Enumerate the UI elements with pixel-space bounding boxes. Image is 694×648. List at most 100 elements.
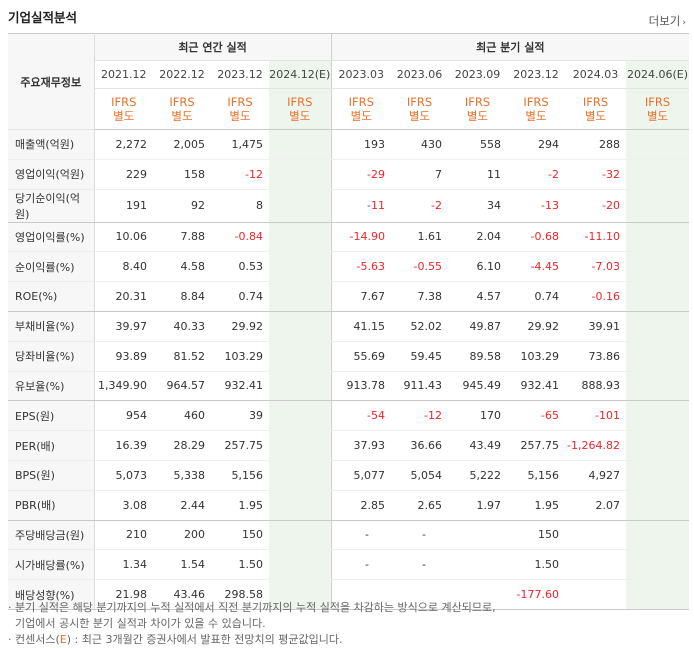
table-cell: 2.07 — [565, 490, 627, 521]
table-cell: -20 — [565, 189, 627, 223]
table-row: 주당배당금(원) 210 200 150- -150 — [8, 520, 690, 551]
table-cell: -0.84 — [211, 222, 269, 253]
table-row: EPS(원) 954 460 39 -54 -12 170 -65 -101 — [8, 400, 690, 432]
note-2-e: E — [59, 633, 67, 646]
table-cell: -5.63 — [330, 251, 392, 283]
row-label: 배당성향(%) — [8, 579, 95, 610]
table-cell: -12 — [391, 400, 449, 432]
table-cell: 0.74 — [211, 281, 269, 312]
table-cell: - — [391, 520, 449, 551]
table-cell: 5,073 — [94, 460, 153, 491]
ifrs-line1: IFRS — [406, 95, 433, 109]
table-cell: 7.88 — [153, 222, 211, 253]
ifrs-line2: 별도 — [466, 109, 489, 123]
ifrs-line1: IFRS — [582, 95, 609, 109]
table-cell: 8.40 — [94, 251, 153, 283]
table-cell — [269, 189, 332, 223]
table-cell: 103.29 — [211, 341, 269, 372]
table-row: 영업이익률(%) 10.06 7.88 -0.84 -14.90 1.61 2.04 -0.6… — [8, 222, 690, 253]
note-2-suffix: ) : 최근 3개월간 증권사에서 발표한 전망치의 평균값입니다. — [66, 633, 343, 646]
table-cell — [626, 430, 690, 461]
group-quarterly: 최근 분기 실적 — [330, 33, 690, 61]
table-cell: 2.85 — [330, 490, 392, 521]
table-cell: 150 — [507, 520, 566, 551]
table-cell: 288 — [565, 129, 627, 160]
period-header: 2023.12 — [507, 60, 566, 89]
table-cell: 6.10 — [448, 251, 508, 283]
table-cell — [269, 281, 332, 312]
chevron-right-icon: › — [682, 18, 686, 28]
table-cell: - — [330, 549, 392, 581]
table-cell — [269, 251, 332, 283]
table-cell — [269, 222, 332, 253]
period-header: 2024.03 — [565, 60, 627, 89]
table-cell: -54 — [330, 400, 392, 432]
ifrs-label: IFRS 별도 — [211, 88, 269, 130]
table-cell: 193 — [330, 129, 392, 160]
table-cell: -0.68 — [507, 222, 566, 253]
period-header: 2023.06 — [391, 60, 449, 89]
table-cell: 5,338 — [153, 460, 211, 491]
ifrs-line2: 별도 — [350, 109, 372, 123]
table-cell: 2,272 — [94, 129, 153, 160]
table-cell — [626, 371, 690, 402]
table-cell: 2.44 — [153, 490, 211, 521]
table-cell: 92 — [153, 189, 211, 223]
table-cell: 55.69 — [330, 341, 392, 372]
table-cell: 59.45 — [391, 341, 449, 372]
table-cell — [330, 579, 392, 610]
table-cell — [269, 549, 332, 581]
table-cell: 4.58 — [153, 251, 211, 283]
table-cell: -13 — [507, 189, 566, 223]
table-cell: 21.98 — [94, 579, 153, 610]
table-cell: -7.03 — [565, 251, 627, 283]
table-cell: -1,264.82 — [565, 430, 627, 461]
more-link[interactable]: 더보기 › — [649, 13, 686, 29]
table-cell: 150 — [211, 520, 269, 551]
table-cell — [626, 490, 690, 521]
table-cell: -12 — [211, 159, 269, 190]
table-cell — [269, 129, 332, 160]
table-cell — [626, 341, 690, 372]
table-cell: 8 — [211, 189, 269, 223]
table-cell: 1.50 — [507, 549, 566, 581]
table-cell: 0.53 — [211, 251, 269, 283]
row-label: ROE(%) — [8, 281, 95, 312]
ifrs-label: IFRS 별도 — [565, 88, 627, 130]
group-annual: 최근 연간 실적 — [94, 33, 332, 61]
table-cell: 29.92 — [211, 311, 269, 342]
table-cell — [269, 430, 332, 461]
table-cell: 932.41 — [507, 371, 566, 402]
table-cell — [269, 159, 332, 190]
table-cell: 1.61 — [391, 222, 449, 253]
section-title: 기업실적분석 — [8, 10, 78, 25]
period-header: 2023.03 — [330, 60, 392, 89]
table-cell: 8.84 — [153, 281, 211, 312]
ifrs-line2: 별도 — [171, 109, 193, 123]
table-cell: 39 — [211, 400, 269, 432]
table-cell: 2.65 — [391, 490, 449, 521]
table-row: 유보율(%) 1,349.90 964.57 932.41 913.78 911.43 94… — [8, 371, 690, 402]
table-cell: 911.43 — [391, 371, 449, 402]
table-cell — [626, 520, 690, 551]
table-cell — [626, 251, 690, 283]
row-label: BPS(원) — [8, 460, 95, 491]
table-cell — [626, 579, 690, 610]
table-cell: 191 — [94, 189, 153, 223]
period-header: 2023.12 — [211, 60, 269, 89]
table-cell — [626, 281, 690, 312]
table-row: ROE(%) 20.31 8.84 0.74 7.67 7.38 4.57 0.74 -0.16 — [8, 281, 690, 312]
table-cell: 1,475 — [211, 129, 269, 160]
table-cell: -177.60 — [507, 579, 566, 610]
table-cell: 28.29 — [153, 430, 211, 461]
table-cell: 43.46 — [153, 579, 211, 610]
table-row: PER(배) 16.39 28.29 257.75 37.93 36.66 43.49 257… — [8, 430, 690, 461]
table-cell — [448, 520, 508, 551]
table-cell: 39.91 — [565, 311, 627, 342]
table-cell — [448, 549, 508, 581]
note-2: · 컨센서스(E) : 최근 3개월간 증권사에서 발표한 전망치의 평균값입니… — [8, 633, 343, 646]
table-cell: -65 — [507, 400, 566, 432]
table-cell: 964.57 — [153, 371, 211, 402]
row-label: 당좌비율(%) — [8, 341, 95, 372]
table-cell: 41.15 — [330, 311, 392, 342]
